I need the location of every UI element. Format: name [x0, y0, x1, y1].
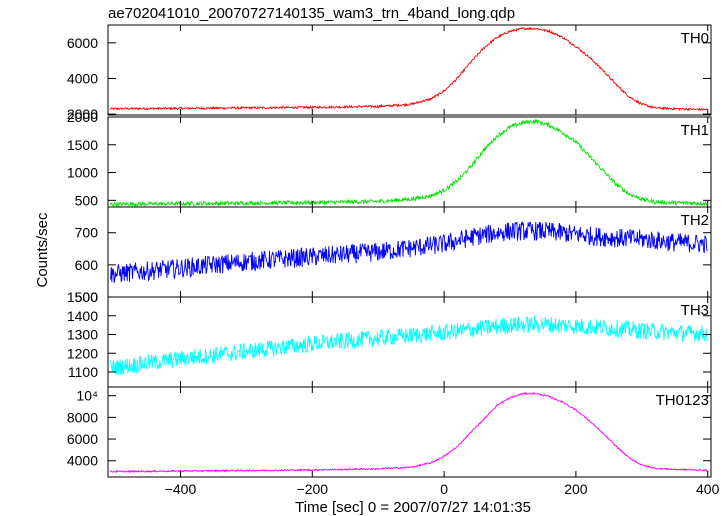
y-tick-label: 500: [75, 289, 99, 305]
panel-th0: 2000 4000 6000 TH0: [67, 24, 712, 122]
panel-th2: 500 600 700 TH2: [75, 206, 712, 305]
y-tick-label: 600: [75, 257, 99, 273]
series-line-th1: [109, 118, 708, 207]
series-line-th2: [109, 220, 708, 284]
y-tick-label: 500: [75, 192, 99, 208]
y-tick-label: 4000: [67, 70, 98, 86]
y-tick-label: 4000: [67, 453, 98, 469]
series-line-th0: [109, 26, 708, 112]
panel-th3: 1100 1200 1300 1400 1500 TH3: [67, 289, 712, 388]
y-tick-label: 2000: [67, 106, 98, 122]
y-tick-label: 1300: [67, 327, 98, 343]
y-tick-label: 1500: [67, 289, 98, 305]
x-tick-label: 200: [564, 481, 588, 497]
x-tick-label: −200: [297, 481, 329, 497]
series-line-th0123: [109, 391, 708, 474]
x-tick-label: −400: [165, 481, 197, 497]
x-tick-label: 0: [440, 481, 448, 497]
panel-frame: [107, 296, 712, 388]
panel-frame: [107, 386, 712, 478]
panel-frame: [107, 116, 712, 208]
y-tick-label: 1000: [67, 165, 98, 181]
y-tick-label: 2000: [67, 109, 98, 125]
x-axis-title: Time [sec] 0 = 2007/07/27 14:01:35: [295, 499, 531, 516]
y-tick-label: 6000: [67, 35, 98, 51]
panel-label: TH2: [681, 212, 709, 229]
panel-label: TH0: [681, 30, 709, 47]
y-tick-label: 1100: [68, 364, 98, 380]
y-tick-label: 8000: [67, 409, 98, 425]
y-tick-label: 1400: [67, 308, 98, 324]
y-tick-label: 6000: [67, 431, 98, 447]
panel-frame: [107, 24, 712, 116]
y-axis-title: Counts/sec: [34, 212, 51, 288]
panel-label: TH3: [681, 302, 709, 319]
y-tick-label: 1200: [67, 345, 98, 361]
y-tick-label: 10⁴: [76, 388, 98, 404]
series-line-th3: [109, 315, 708, 376]
panel-label: TH1: [681, 122, 709, 139]
x-tick-label: 400: [696, 481, 720, 497]
chart-title: ae702041010_20070727140135_wam3_trn_4ban…: [108, 5, 515, 22]
y-tick-label: 700: [75, 225, 99, 241]
panel-th0123: 4000 6000 8000 10⁴ TH0123: [67, 386, 712, 478]
panel-label: TH0123: [656, 392, 709, 409]
y-tick-label: 1500: [67, 137, 98, 153]
panel-th1: 500 1000 1500 2000 TH1: [67, 109, 712, 208]
